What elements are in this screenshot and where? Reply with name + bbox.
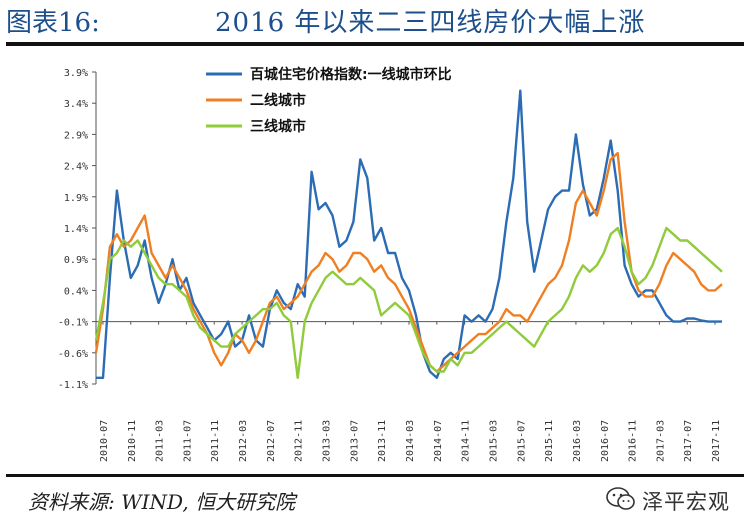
y-tick-label: 0.9%	[64, 255, 88, 266]
x-tick-label: 2016-07	[600, 420, 611, 462]
wechat-icon	[606, 487, 635, 510]
y-tick-label: -0.1%	[58, 318, 88, 329]
legend-label: 百城住宅价格指数:一线城市环比	[250, 66, 452, 83]
source-note: 资料来源: WIND, 恒大研究院	[28, 490, 296, 514]
figure-number: 图表16:	[6, 8, 100, 38]
footer-rule	[6, 474, 744, 477]
series-line-1	[96, 89, 722, 379]
figure-title: 2016 年以来二三四线房价大幅上涨	[215, 8, 646, 38]
y-tick-label: 3.4%	[64, 99, 88, 110]
y-tick-label: 3.9%	[64, 68, 88, 79]
y-tick-label: 0.4%	[64, 286, 88, 297]
x-tick-label: 2017-03	[655, 420, 666, 462]
x-tick-label: 2013-03	[322, 420, 333, 462]
x-tick-label: 2017-07	[683, 420, 694, 462]
x-tick-label: 2012-07	[266, 420, 277, 462]
x-tick-label: 2013-07	[349, 420, 360, 462]
y-tick-label: 1.9%	[64, 193, 88, 204]
x-tick-label: 2012-03	[238, 420, 249, 462]
y-tick-label: -1.1%	[58, 380, 88, 391]
y-tick-label: 1.4%	[64, 224, 88, 235]
x-tick-label: 2016-03	[572, 420, 583, 462]
x-tick-label: 2014-07	[433, 420, 444, 462]
x-tick-label: 2014-03	[405, 420, 416, 462]
x-tick-label: 2017-11	[711, 420, 722, 462]
y-tick-label: 2.4%	[64, 162, 88, 173]
x-tick-label: 2015-07	[516, 420, 527, 462]
series-line-2	[94, 151, 723, 373]
x-tick-label: 2011-03	[155, 420, 166, 462]
series-line-3	[94, 226, 723, 379]
line-chart: 3.9% 3.4% 2.9% 2.4% 1.9% 1.4% 0.9% 0.4% -0.1% -0.…	[58, 66, 723, 462]
x-tick-label: 2010-07	[99, 420, 110, 462]
x-tick-label: 2013-11	[377, 420, 388, 462]
header-rule	[6, 42, 744, 46]
y-tick-label: -0.6%	[58, 349, 88, 360]
y-tick-label: 2.9%	[64, 130, 88, 141]
x-tick-label: 2015-11	[544, 420, 555, 462]
x-tick-label: 2016-11	[628, 420, 639, 462]
x-tick-label: 2012-11	[294, 420, 305, 462]
legend-label: 二线城市	[250, 92, 306, 109]
brand-name: 泽平宏观	[642, 490, 730, 514]
x-tick-label: 2010-11	[127, 420, 138, 462]
legend-label: 三线城市	[250, 118, 306, 135]
x-tick-label: 2011-11	[210, 420, 221, 462]
x-tick-label: 2015-03	[488, 420, 499, 462]
brand-watermark: 泽平宏观	[604, 480, 744, 520]
x-tick-label: 2011-07	[182, 420, 193, 462]
x-tick-label: 2014-11	[461, 420, 472, 462]
figure-header: 图表16: 2016 年以来二三四线房价大幅上涨	[0, 0, 750, 40]
